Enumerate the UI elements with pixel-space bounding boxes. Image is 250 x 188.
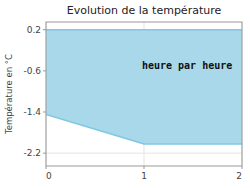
annotation: heure par heure bbox=[142, 60, 232, 71]
tick-y bbox=[43, 29, 46, 30]
title: Evolution de la température bbox=[67, 4, 222, 17]
axes: 0.2 -0.6 -1.4 -2.2 0 1 2 bbox=[23, 25, 242, 181]
chart: 0.2 -0.6 -1.4 -2.2 0 1 2 Evolution de la tempér… bbox=[0, 0, 250, 188]
series-line bbox=[46, 29, 242, 31]
tick-label-y: -2.2 bbox=[23, 148, 41, 158]
tick-label-x: 1 bbox=[141, 171, 147, 181]
plot-frame bbox=[46, 22, 242, 166]
chart-container: 0.2 -0.6 -1.4 -2.2 0 1 2 Evolution de la tempér… bbox=[0, 0, 250, 188]
tick-x bbox=[46, 166, 47, 169]
tick-y bbox=[43, 153, 46, 154]
grid-line-y bbox=[46, 29, 242, 30]
tick-label-y: -0.6 bbox=[23, 66, 41, 76]
area-fill bbox=[46, 30, 242, 144]
series-line bbox=[46, 115, 242, 144]
tick-x bbox=[242, 166, 243, 169]
tick-label-x: 2 bbox=[236, 171, 242, 181]
tick-y bbox=[43, 70, 46, 71]
grid bbox=[46, 22, 242, 166]
plot-area bbox=[46, 30, 242, 144]
tick-y bbox=[43, 112, 46, 113]
y-axis-label: Température en °C bbox=[4, 54, 14, 135]
tick-label-x: 0 bbox=[46, 171, 52, 181]
tick-x bbox=[144, 166, 145, 169]
tick-label-y: -1.4 bbox=[23, 107, 41, 117]
tick-label-y: 0.2 bbox=[27, 25, 41, 35]
